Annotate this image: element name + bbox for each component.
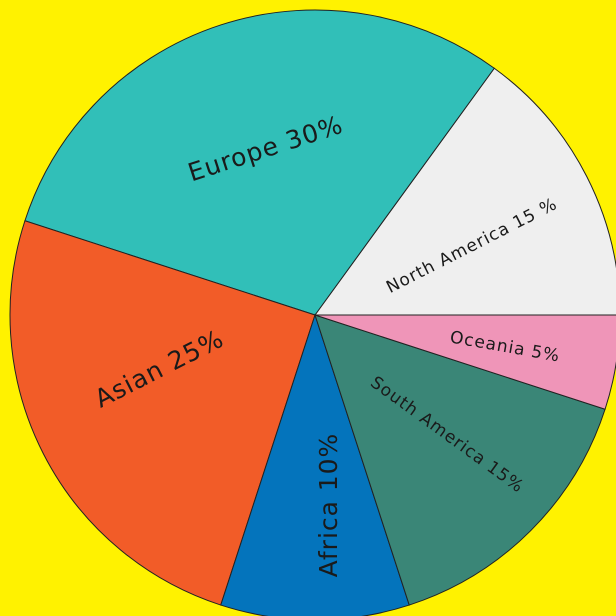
value-label: 10% — [314, 433, 343, 492]
pie-slice — [9, 220, 316, 606]
slice-label: Africa 10% — [314, 433, 343, 578]
pie-slice — [314, 67, 616, 316]
pie-slice — [314, 314, 606, 606]
value-label: 5% — [530, 342, 562, 367]
pie-slice — [220, 313, 410, 616]
pie-slice — [24, 9, 495, 316]
pie-slice — [314, 314, 616, 410]
category-label: Africa — [314, 500, 343, 577]
